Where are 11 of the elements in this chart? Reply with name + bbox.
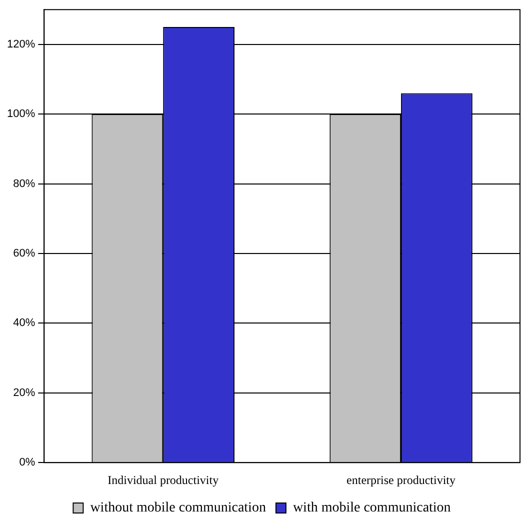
legend-label: with mobile communication xyxy=(292,500,451,516)
y-tick-label: 40% xyxy=(13,317,36,330)
y-tick-label: 100% xyxy=(6,108,36,120)
y-tick-label: 60% xyxy=(13,248,36,260)
legend-label: without mobile communication xyxy=(90,500,266,516)
y-tick-label: 20% xyxy=(13,386,36,399)
x-tick-label: Individual productivity xyxy=(108,472,219,487)
y-tick-label: 0% xyxy=(19,456,36,469)
x-tick-label: enterprise productivity xyxy=(346,472,456,487)
y-tick-label: 120% xyxy=(6,38,36,50)
y-tick-label: 80% xyxy=(13,178,36,190)
